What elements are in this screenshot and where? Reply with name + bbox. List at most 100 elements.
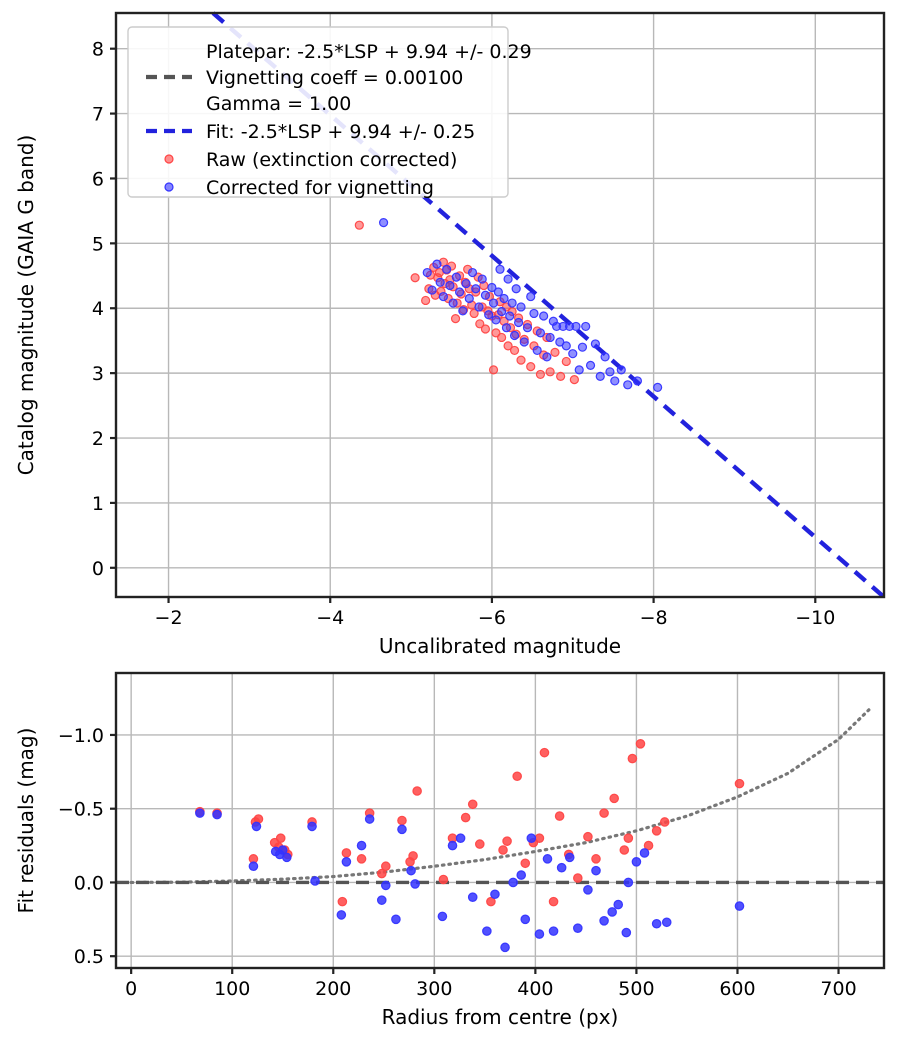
data-point (487, 282, 497, 293)
data-point (364, 814, 375, 824)
data-point (498, 845, 508, 855)
data-point (529, 308, 539, 319)
data-point (522, 323, 533, 333)
y-tick-label: −0.5 (58, 799, 104, 821)
data-point (535, 328, 546, 338)
data-point (591, 865, 601, 876)
data-point (605, 367, 615, 377)
data-point (621, 927, 632, 938)
x-tick-label: 200 (315, 978, 351, 1000)
data-point (281, 852, 292, 863)
data-point (381, 861, 391, 872)
data-point (535, 369, 546, 380)
data-point (631, 856, 642, 867)
legend-entry-label: Platepar: -2.5*LSP + 9.94 +/- 0.29 (206, 41, 532, 63)
data-point (577, 342, 588, 352)
data-point (445, 280, 455, 291)
data-point (532, 345, 542, 356)
axes-frame (114, 11, 886, 599)
data-point (490, 889, 500, 900)
data-point (482, 926, 492, 936)
data-point (573, 923, 583, 933)
data-point (513, 317, 524, 328)
legend-dot-icon (164, 182, 174, 192)
data-point (467, 267, 478, 278)
x-axis-title: Radius from centre (px) (382, 1005, 619, 1029)
data-point (651, 826, 662, 836)
data-point (501, 323, 512, 333)
data-point (469, 308, 479, 319)
data-point (477, 274, 487, 284)
data-point (613, 899, 624, 910)
data-point (502, 836, 512, 846)
data-point (422, 267, 432, 278)
data-point (412, 786, 422, 796)
data-point (643, 840, 654, 851)
data-point (600, 352, 610, 362)
data-point (599, 915, 609, 926)
vignetting-curve (129, 708, 871, 885)
data-point (555, 337, 565, 347)
data-point (508, 877, 518, 888)
data-point (659, 817, 670, 827)
data-point (569, 375, 579, 385)
data-point (539, 747, 550, 758)
data-point (574, 365, 584, 375)
data-point (427, 285, 437, 295)
data-point (461, 278, 471, 289)
data-point (467, 799, 478, 810)
data-point (336, 910, 347, 920)
data-point (507, 298, 517, 308)
data-point (653, 382, 663, 393)
data-point (397, 824, 407, 835)
data-point (497, 332, 507, 343)
data-point (734, 778, 745, 789)
data-point (512, 771, 522, 782)
x-axis-title: Uncalibrated magnitude (379, 634, 621, 658)
data-point (619, 845, 630, 855)
data-point (454, 287, 465, 297)
data-point (503, 274, 513, 284)
data-point (651, 918, 662, 929)
data-point (484, 310, 494, 320)
data-point (595, 371, 605, 381)
data-point (458, 306, 468, 316)
data-point (561, 341, 571, 351)
data-point (408, 851, 418, 861)
data-point (623, 380, 633, 390)
data-point (545, 367, 555, 377)
data-point (277, 845, 288, 855)
y-tick-label: 6 (92, 168, 104, 190)
data-point (554, 811, 565, 821)
y-tick-label: 0 (92, 558, 104, 580)
x-tick-label: −2 (155, 607, 183, 629)
data-point (275, 833, 286, 843)
legend-entry-label: Raw (extinction corrected) (206, 149, 457, 171)
data-point (438, 291, 449, 302)
data-point (534, 833, 545, 843)
data-point (376, 895, 387, 905)
x-tick-label: 300 (416, 978, 452, 1000)
x-tick-label: −4 (316, 607, 344, 629)
legend-box (127, 26, 509, 198)
data-point (548, 926, 559, 936)
data-point (499, 293, 509, 304)
data-point (337, 896, 348, 907)
data-point (378, 217, 389, 228)
data-point (661, 917, 672, 928)
data-point (609, 793, 619, 804)
y-axis-title: Fit residuals (mag) (14, 728, 38, 914)
x-tick-label: 700 (820, 978, 856, 1000)
axes-photometric-calibration-plot: −2 −4 −6 −8 −10 0 1 2 3 4 5 6 7 8 Uncalibrated magnitu… (14, 11, 886, 658)
data-point (635, 738, 646, 749)
data-point (381, 880, 391, 891)
data-point (583, 831, 593, 842)
data-point (591, 854, 601, 864)
data-point (632, 376, 643, 386)
axes-frame (114, 671, 886, 970)
data-point (356, 854, 367, 864)
data-point (590, 339, 600, 349)
data-point (520, 914, 531, 925)
x-tick-label: −8 (640, 607, 668, 629)
y-tick-label: 4 (92, 298, 104, 320)
